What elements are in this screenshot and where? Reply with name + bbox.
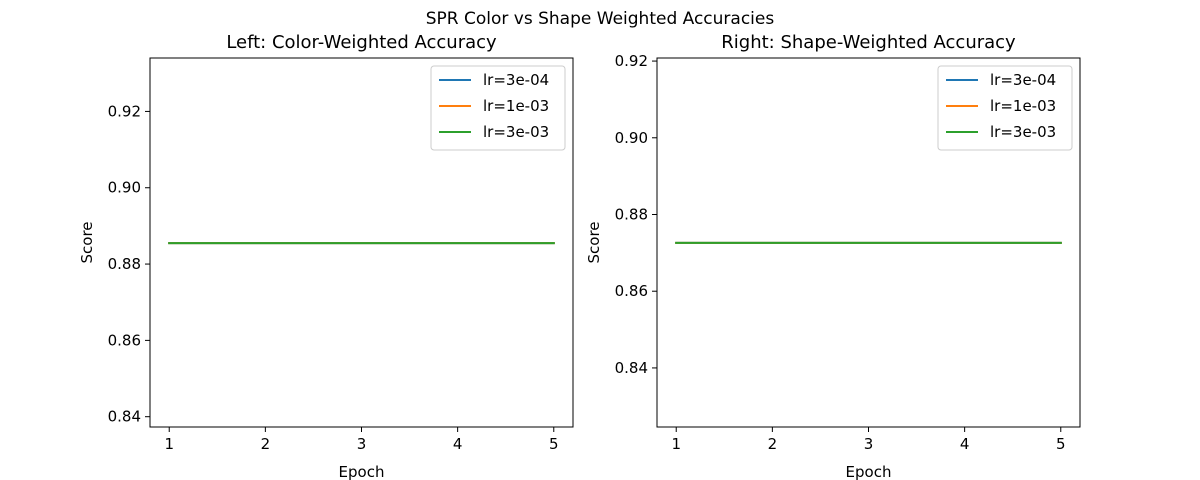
figure-suptitle: SPR Color vs Shape Weighted Accuracies [426,9,775,29]
right-x-tick-label: 2 [768,435,778,453]
right-panel-marks: 1 2 3 4 5 0.84 0.86 0.88 0.90 0.92 lr=3e-04 lr=1e-0… [615,52,1081,453]
right-y-tick-label: 0.90 [615,129,648,147]
right-legend-label-0: lr=3e-04 [990,71,1056,89]
right-y-tick-label: 0.92 [615,52,648,70]
right-x-tick-label: 5 [1056,435,1066,453]
right-x-tick-label: 1 [671,435,681,453]
left-panel-marks: 1 2 3 4 5 0.84 0.86 0.88 0.90 0.92 lr=3e-04 lr=1e-0… [108,57,574,453]
left-x-tick-label: 2 [261,435,271,453]
right-y-tick-label: 0.84 [615,359,648,377]
right-legend-box [937,65,1073,151]
left-y-tick-label: 0.90 [108,179,141,197]
left-x-tick-label: 4 [453,435,463,453]
left-panel: Left: Color-Weighted Accuracy 1 2 3 4 5 0.84 0… [78,32,574,480]
left-x-tick-label: 5 [549,435,559,453]
left-panel-ylabel: Score [78,221,96,263]
left-legend-label-0: lr=3e-04 [483,71,549,89]
right-legend-label-2: lr=3e-03 [990,123,1056,141]
left-y-tick-label: 0.84 [108,408,141,426]
left-y-tick-label: 0.92 [108,102,141,120]
left-y-tick-label: 0.88 [108,255,141,273]
left-legend-label-1: lr=1e-03 [483,97,549,115]
left-panel-title: Left: Color-Weighted Accuracy [226,32,497,53]
right-legend-label-1: lr=1e-03 [990,97,1056,115]
left-panel-xlabel: Epoch [339,463,385,480]
right-y-tick-label: 0.88 [615,205,648,223]
right-panel-xlabel: Epoch [846,463,892,480]
left-x-tick-label: 1 [164,435,174,453]
right-panel-title: Right: Shape-Weighted Accuracy [721,32,1016,53]
right-y-tick-label: 0.86 [615,282,648,300]
left-x-tick-label: 3 [357,435,367,453]
right-x-tick-label: 4 [960,435,970,453]
left-legend-label-2: lr=3e-03 [483,123,549,141]
right-x-tick-label: 3 [864,435,874,453]
left-legend-box [430,65,566,151]
right-panel: Right: Shape-Weighted Accuracy 1 2 3 4 5 0.84… [585,32,1081,480]
right-panel-ylabel: Score [585,221,603,263]
left-y-tick-label: 0.86 [108,331,141,349]
